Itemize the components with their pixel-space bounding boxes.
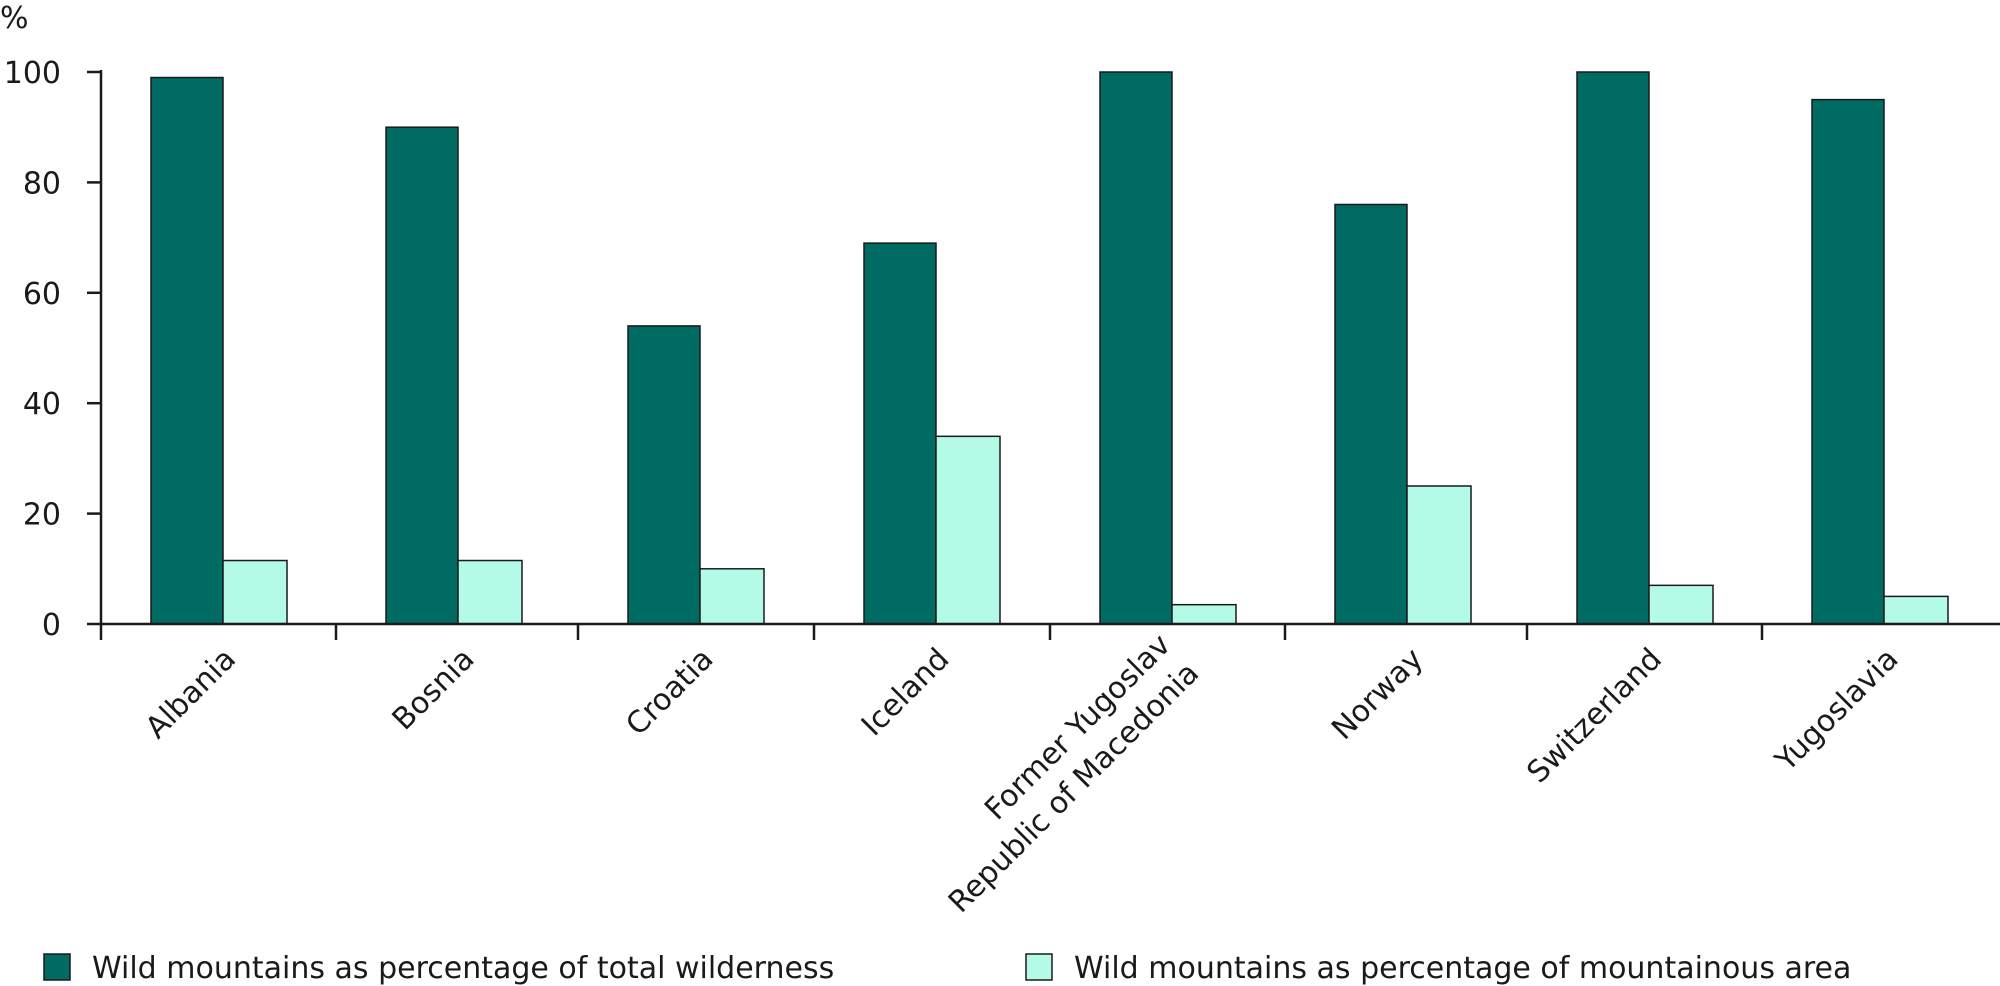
y-tick-label: 80 xyxy=(23,166,61,201)
bar-mountainous-area xyxy=(699,568,765,625)
x-category-label: Norway xyxy=(1325,642,1430,747)
legend-item-mountainous-area: Wild mountains as percentage of mountain… xyxy=(1025,951,1851,986)
y-tick-label: 20 xyxy=(23,498,61,533)
bar-mountainous-area xyxy=(1648,584,1714,625)
x-category-label: Yugoslavia xyxy=(1768,642,1905,779)
legend-label: Wild mountains as percentage of mountain… xyxy=(1074,951,1851,986)
y-tick-label: 60 xyxy=(23,277,61,312)
y-tick-label: 0 xyxy=(42,608,61,643)
bar-mountainous-area xyxy=(1406,485,1472,625)
x-axis-ticks xyxy=(334,624,1764,640)
legend-label: Wild mountains as percentage of total wi… xyxy=(92,951,834,986)
x-category-label: Bosnia xyxy=(386,642,482,738)
bar-total-wilderness xyxy=(150,76,224,625)
x-category-label: Albania xyxy=(139,642,243,746)
bar-total-wilderness xyxy=(1099,71,1173,625)
bar-total-wilderness xyxy=(385,126,459,625)
bar-total-wilderness xyxy=(1811,98,1885,625)
y-axis-ticks: 0 20 40 60 80 100 xyxy=(4,56,101,643)
legend-swatch xyxy=(43,953,71,981)
legend-item-total-wilderness: Wild mountains as percentage of total wi… xyxy=(43,951,834,986)
x-category-label: Croatia xyxy=(619,642,720,743)
bar-total-wilderness xyxy=(863,242,937,625)
bars xyxy=(150,71,1949,625)
x-axis-labels: Albania Bosnia Croatia Iceland Former Yugosl… xyxy=(139,627,1905,919)
y-tick-label: 100 xyxy=(4,56,61,91)
bar-mountainous-area xyxy=(1883,595,1949,625)
x-category-label: Switzerland xyxy=(1520,642,1668,790)
bar-mountainous-area xyxy=(457,559,523,625)
bar-total-wilderness xyxy=(1576,71,1650,625)
y-tick-label: 40 xyxy=(23,387,61,422)
legend: Wild mountains as percentage of total wi… xyxy=(43,951,1851,986)
bar-total-wilderness xyxy=(627,325,701,625)
legend-swatch xyxy=(1025,953,1053,981)
bar-mountainous-area xyxy=(222,559,288,625)
x-category-label: Former YugoslavRepublic of Macedonia xyxy=(914,627,1206,919)
bar-mountainous-area xyxy=(1171,603,1237,625)
y-axis-unit-label: % xyxy=(0,1,29,36)
x-category-label: Iceland xyxy=(855,642,957,744)
bar-total-wilderness xyxy=(1334,203,1408,625)
bar-mountainous-area xyxy=(935,435,1001,625)
